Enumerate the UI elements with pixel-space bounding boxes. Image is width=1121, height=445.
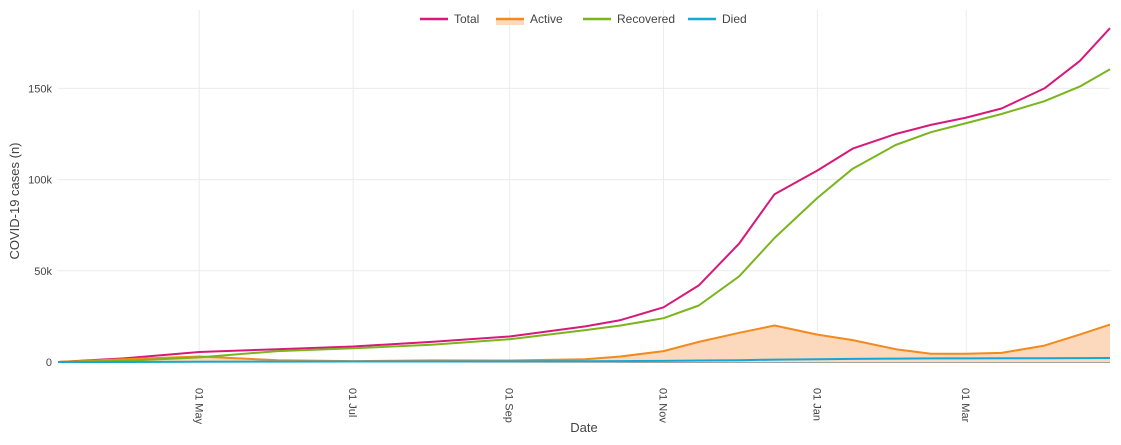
y-axis-title: COVID-19 cases (n) <box>7 142 22 259</box>
x-axis-ticks: 01 May 01 Jul 01 Sep 01 Nov 01 Jan 01 Mar <box>192 388 971 425</box>
area-layer <box>58 324 1110 362</box>
x-tick-label: 01 Jan <box>810 388 822 421</box>
series-total-line <box>57 27 1111 363</box>
legend-item-died[interactable]: Died <box>688 12 747 26</box>
x-axis-title: Date <box>570 420 597 435</box>
legend-label: Total <box>454 12 479 26</box>
legend-label: Recovered <box>617 12 675 26</box>
gridlines <box>58 10 1110 363</box>
series-active-area <box>58 324 1110 362</box>
y-tick-label: 150k <box>28 83 52 95</box>
x-tick-label: 01 Sep <box>503 388 515 423</box>
x-tick-label: 01 Mar <box>959 388 971 423</box>
legend-label: Active <box>530 12 563 26</box>
x-tick-label: 01 May <box>192 388 204 425</box>
series-died-line <box>58 357 1111 363</box>
legend-label: Died <box>722 12 747 26</box>
y-tick-label: 100k <box>28 175 52 187</box>
x-tick-label: 01 Jul <box>346 388 358 417</box>
legend-item-total[interactable]: Total <box>420 12 479 26</box>
x-tick-label: 01 Nov <box>656 388 668 423</box>
series-recovered-line <box>57 68 1111 363</box>
legend: Total Active Recovered Died <box>420 12 747 26</box>
legend-swatch-area <box>496 18 524 25</box>
series-lines <box>57 27 1111 363</box>
y-tick-label: 50k <box>34 266 52 278</box>
legend-item-recovered[interactable]: Recovered <box>583 12 675 26</box>
y-axis-ticks: 0 50k 100k 150k <box>28 83 52 369</box>
legend-item-active[interactable]: Active <box>496 12 563 26</box>
y-tick-label: 0 <box>46 357 52 369</box>
